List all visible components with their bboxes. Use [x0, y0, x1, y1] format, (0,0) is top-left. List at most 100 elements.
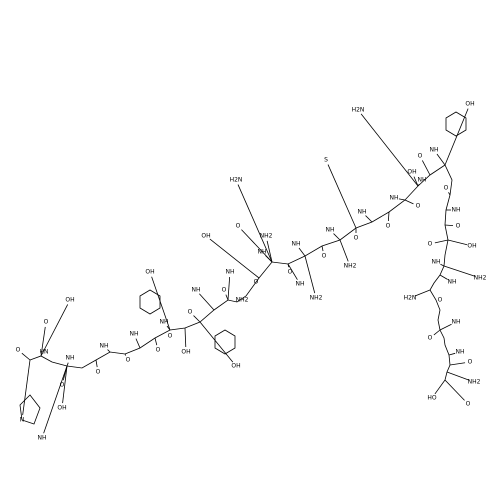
bond — [237, 184, 273, 263]
atom-label: O — [444, 185, 449, 192]
atom-label: O — [354, 235, 359, 242]
bond — [443, 265, 476, 277]
bond — [404, 199, 414, 205]
atom-label: NH — [38, 435, 47, 442]
atom-label: NH — [192, 287, 201, 294]
atom-label: OH — [201, 233, 210, 240]
atom-label: NH2 — [344, 263, 357, 270]
bond — [439, 274, 448, 280]
atom-label: OH — [181, 349, 190, 356]
bond — [40, 304, 69, 357]
tyrosine-ring-1 — [214, 329, 236, 355]
atom-label: O — [96, 369, 101, 376]
bond — [184, 327, 187, 348]
bond — [265, 255, 273, 263]
bond — [398, 198, 406, 201]
atom-label: O — [438, 297, 443, 304]
bond — [21, 352, 31, 361]
atom-label: NH2 — [260, 233, 273, 240]
bond — [365, 215, 373, 223]
phenyl-ring — [139, 289, 161, 315]
bond — [40, 326, 46, 357]
bond — [333, 233, 341, 241]
atom-label: OH — [465, 101, 474, 108]
bond — [66, 362, 69, 367]
bond — [193, 315, 201, 323]
bond — [444, 379, 465, 401]
atom-label: O — [44, 319, 49, 326]
atom-label: H2N — [230, 177, 243, 184]
atom-label: NH — [66, 355, 75, 362]
atom-label: O — [428, 241, 433, 248]
bond — [434, 379, 446, 395]
bond — [62, 365, 68, 404]
atom-label: NH — [292, 241, 301, 248]
atom-label: O — [418, 153, 423, 160]
atom-label: NH — [296, 281, 305, 288]
bond — [199, 321, 234, 363]
bond — [107, 349, 111, 353]
bond — [449, 362, 466, 366]
bond — [413, 176, 419, 187]
bond — [154, 337, 158, 346]
bond — [387, 211, 390, 222]
bond — [439, 323, 452, 331]
atom-label: NH — [130, 331, 139, 338]
atom-label: N — [20, 417, 25, 424]
atom-label: OH — [145, 269, 154, 276]
bond — [414, 289, 431, 297]
atom-label: NH — [326, 227, 335, 234]
bond — [436, 153, 446, 166]
atom-label: NH — [418, 177, 427, 184]
atom-label: O — [468, 359, 473, 366]
atom-label: O — [188, 309, 193, 316]
bond — [95, 359, 98, 368]
bond — [135, 338, 141, 349]
atom-label: NH — [390, 195, 399, 202]
atom-label: NH — [448, 279, 457, 286]
bond — [266, 240, 273, 263]
bond — [321, 245, 324, 252]
atom-label: O — [322, 253, 327, 260]
atom-label: NH2 — [474, 275, 487, 282]
bond — [446, 371, 470, 381]
atom-label: HO — [427, 395, 437, 402]
atom-label: NH — [456, 349, 465, 356]
atom-label: O — [254, 279, 259, 286]
atom-label: O — [428, 335, 433, 342]
bond — [225, 294, 229, 301]
atom-label: NH2 — [468, 379, 481, 386]
atom-label: OH — [65, 297, 74, 304]
bond — [199, 293, 215, 311]
backbone — [29, 164, 453, 381]
atom-label: OH — [57, 405, 66, 412]
atom-label: O — [16, 347, 21, 354]
bond — [444, 108, 469, 166]
bond — [421, 160, 431, 176]
atom-label: OH — [467, 243, 476, 250]
atom-label: OH — [231, 363, 240, 370]
atom-label: O — [386, 223, 391, 230]
atom-label: O — [168, 333, 173, 340]
bond — [444, 224, 454, 227]
bond — [209, 238, 260, 279]
bond — [440, 263, 445, 267]
bond — [434, 239, 449, 244]
atom-label: H2N — [352, 107, 365, 114]
bond — [124, 353, 127, 356]
atom-label: O — [126, 357, 131, 364]
bond — [339, 239, 349, 262]
atom-label: NH2 — [310, 295, 323, 302]
bond — [22, 359, 31, 416]
bond — [448, 192, 451, 196]
atom-label: OH — [407, 169, 416, 176]
atom-label: HN — [40, 349, 49, 356]
bond — [360, 113, 419, 187]
bond — [448, 352, 456, 356]
imidazole-ring — [19, 394, 41, 425]
bond — [433, 329, 441, 336]
bond — [227, 276, 231, 301]
